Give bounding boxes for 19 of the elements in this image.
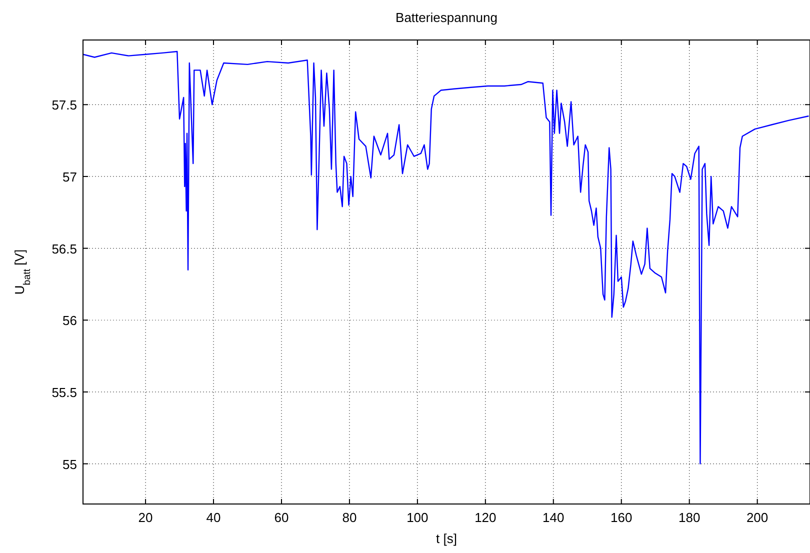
x-tick-label: 100	[406, 510, 428, 525]
y-tick-label: 55	[62, 456, 77, 472]
y-tick-label: 57.5	[52, 98, 77, 113]
y-tick-label: 55.5	[52, 384, 77, 400]
x-tick-label: 180	[678, 510, 700, 525]
y-tick-label: 56.5	[52, 241, 77, 256]
x-tick-label: 60	[274, 510, 289, 525]
x-tick-label: 140	[542, 510, 564, 525]
chart-title: Batteriespannung	[396, 10, 498, 25]
x-tick-label: 120	[474, 510, 496, 525]
line-series	[83, 50, 809, 464]
x-tick-label: 80	[342, 510, 357, 525]
x-tick-label: 160	[610, 510, 632, 525]
x-tick-label: 20	[138, 510, 153, 525]
x-tick-label: 40	[206, 510, 221, 525]
y-tick-label: 57	[62, 169, 77, 184]
x-tick-label: 200	[746, 510, 768, 525]
x-axis-title: t [s]	[436, 531, 457, 546]
y-tick-label: 56	[62, 313, 77, 328]
